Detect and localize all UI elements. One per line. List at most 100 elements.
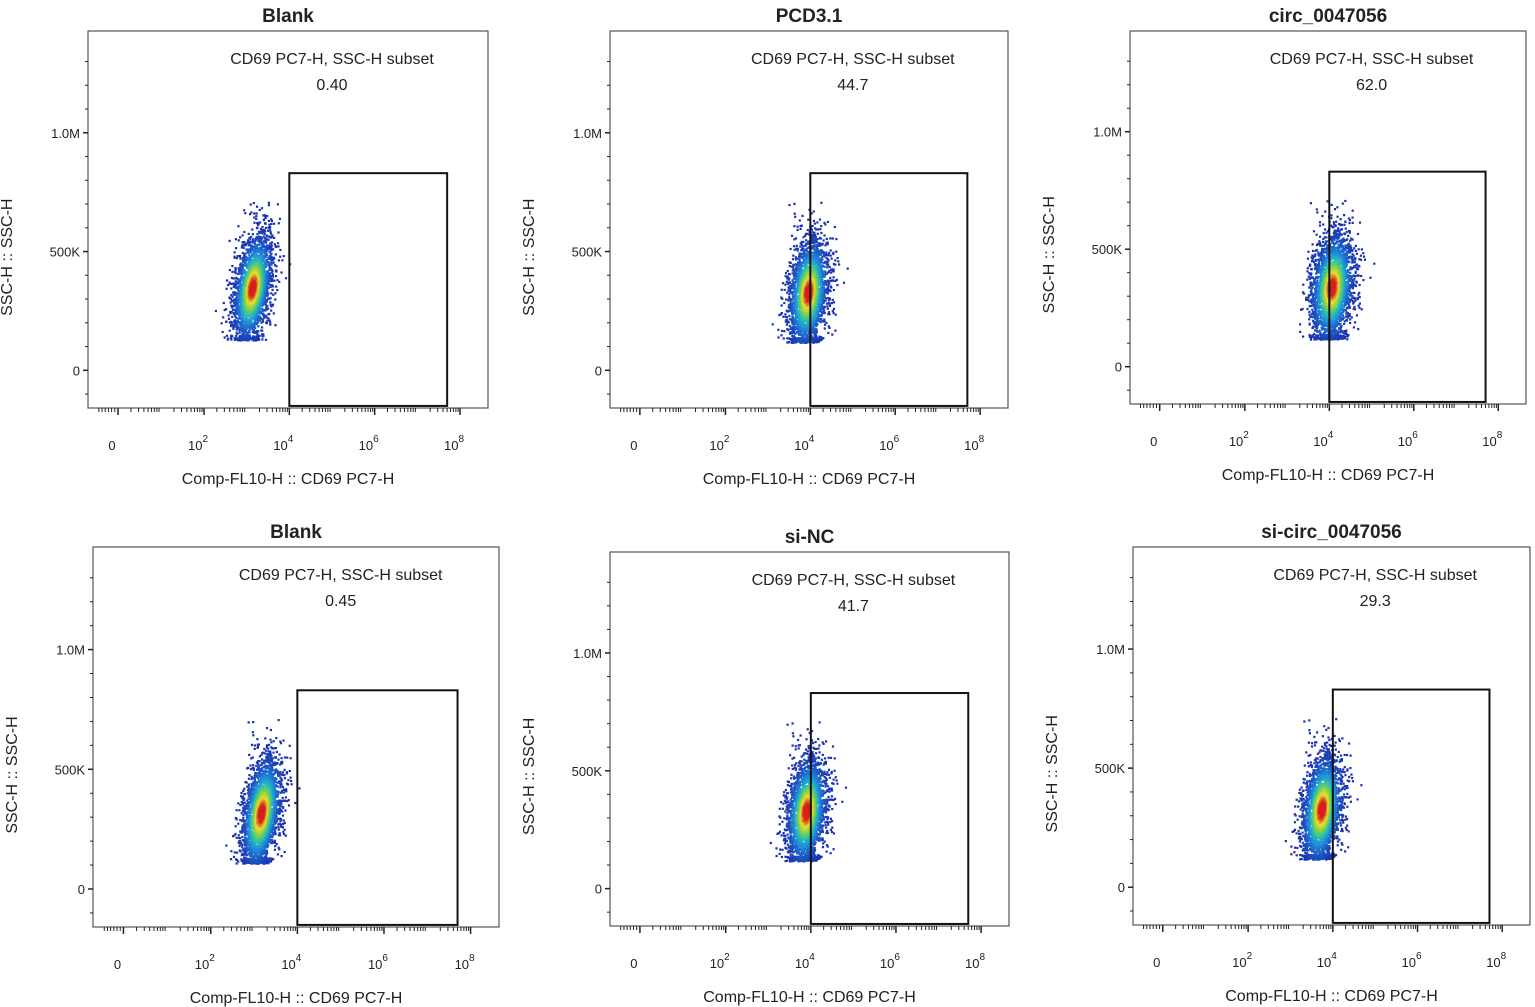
event-dot [788, 287, 791, 290]
event-dot [827, 279, 830, 282]
event-dot [822, 309, 826, 312]
event-dot [793, 327, 796, 330]
event-dot [233, 302, 236, 305]
event-dot [816, 221, 819, 224]
event-dot [269, 245, 272, 248]
event-dot [794, 325, 798, 328]
event-dot [267, 261, 271, 264]
event-dot [793, 341, 796, 344]
event-dot [812, 317, 815, 321]
event-dot [234, 297, 237, 300]
event-dot [231, 315, 234, 319]
event-dot [227, 317, 231, 320]
event-dot [823, 261, 826, 265]
event-dot [259, 317, 262, 320]
event-dot [257, 223, 260, 227]
event-dot [803, 337, 807, 340]
event-dot [798, 279, 801, 282]
event-dot [277, 259, 280, 262]
event-dot [280, 271, 283, 274]
event-dot [792, 254, 795, 257]
event-dot [806, 242, 809, 245]
event-dot [821, 264, 824, 267]
event-dot [244, 336, 247, 339]
gate-percent: 0.40 [316, 77, 347, 94]
event-dot [822, 302, 825, 305]
event-dot [235, 277, 238, 280]
event-dot [800, 315, 803, 318]
event-dot [239, 236, 242, 239]
event-dot [245, 281, 248, 284]
event-dot [273, 264, 277, 267]
event-dot [254, 239, 257, 243]
x-tick-base: 10 [188, 438, 202, 453]
event-dot [261, 318, 264, 321]
event-dot [831, 237, 834, 240]
event-dot [813, 270, 816, 273]
event-dot [262, 214, 265, 217]
event-dot [827, 259, 830, 262]
event-dot [793, 303, 796, 306]
event-dot [238, 294, 241, 297]
event-dot [820, 201, 823, 204]
event-dot [270, 247, 273, 250]
event-dot [785, 280, 788, 283]
event-dot [268, 251, 271, 254]
event-dot [244, 298, 247, 301]
event-dot [802, 248, 805, 251]
event-dot [282, 255, 285, 258]
event-dot [788, 314, 791, 317]
event-dot [812, 256, 815, 259]
event-dot [268, 228, 272, 231]
event-dot [827, 313, 830, 316]
event-dot [244, 270, 247, 274]
event-dot [827, 271, 830, 274]
event-dot [264, 230, 267, 233]
event-dot [799, 224, 802, 228]
event-dot [264, 241, 267, 244]
event-dot [812, 263, 815, 266]
event-dot [257, 316, 260, 319]
event-dot [837, 260, 840, 263]
event-dot [233, 291, 236, 294]
event-dot [796, 321, 799, 324]
event-dot [261, 249, 264, 252]
event-dot [794, 258, 798, 261]
event-dot [233, 293, 236, 296]
event-dot [799, 245, 802, 248]
event-dot [813, 330, 816, 333]
event-dot [789, 291, 792, 294]
event-dot [256, 205, 259, 208]
event-dot [253, 212, 256, 215]
event-dot [825, 321, 828, 324]
event-dot [255, 267, 258, 270]
event-dot [816, 255, 820, 258]
event-dot [804, 263, 808, 266]
event-dot [818, 283, 822, 286]
event-dot [242, 317, 245, 320]
event-dot [786, 316, 789, 319]
event-dot [819, 308, 822, 311]
event-dot [240, 301, 244, 304]
event-dot [824, 253, 827, 257]
event-dot [243, 209, 246, 212]
event-dot [268, 255, 271, 258]
event-dot [233, 323, 236, 326]
event-dot [801, 316, 804, 319]
event-dot [266, 273, 269, 276]
event-dot [798, 256, 801, 259]
event-dot [267, 238, 270, 241]
event-dot [792, 245, 796, 248]
event-dot [240, 287, 243, 290]
event-dot [832, 312, 835, 315]
event-dot [813, 332, 816, 335]
event-dot [819, 318, 822, 321]
event-dot [834, 313, 837, 316]
event-dot [805, 239, 808, 242]
event-dot [846, 267, 849, 270]
event-dot [799, 328, 802, 331]
event-dot [797, 319, 801, 322]
event-dot [799, 326, 802, 329]
event-dot [265, 258, 268, 261]
event-dot [253, 319, 256, 322]
